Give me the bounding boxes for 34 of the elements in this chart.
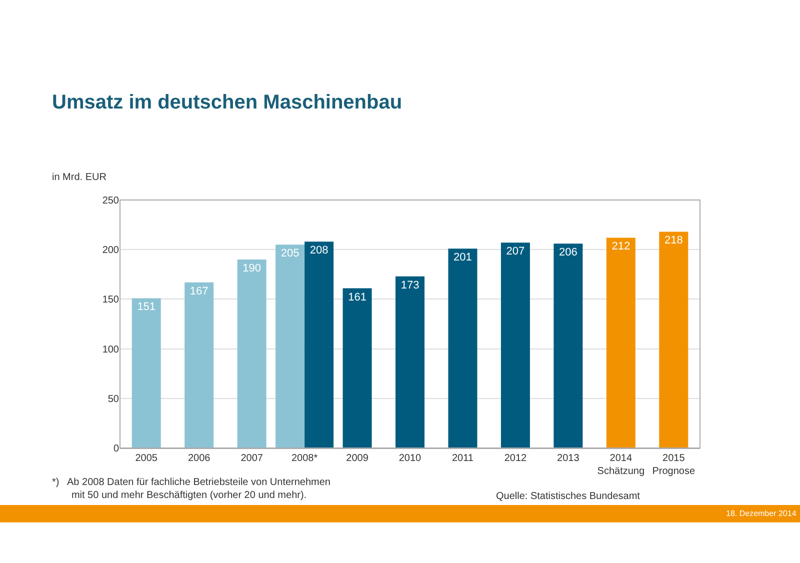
- data-label: 167: [190, 285, 208, 298]
- x-tick-label: 2009: [346, 453, 369, 464]
- text: 18. Dezember 2014: [726, 509, 797, 518]
- x-tick-label: 2011: [452, 453, 474, 464]
- x-tick-label: 2012: [504, 453, 528, 464]
- x-tick-label: 2005: [135, 453, 158, 464]
- x-tick-label: 2007: [240, 453, 264, 464]
- y-tick-label: 250: [102, 196, 120, 206]
- data-label: 161: [348, 291, 366, 304]
- text: *) Ab 2008 Daten für fachliche Betriebsteile von Unternehmen mit 50 und mehr Beschäftigten (vorher 20 und mehr).: [52, 477, 330, 501]
- x-tick-label: 2008*: [291, 453, 318, 464]
- y-tick-label: 100: [102, 344, 120, 356]
- data-label: 190: [242, 262, 261, 275]
- data-label: 207: [506, 246, 525, 258]
- data-label: 205: [280, 248, 300, 260]
- y-axis-title: in Mrd. EUR: [52, 172, 106, 183]
- data-label: 173: [400, 279, 420, 292]
- x-tick-label: 2014 Schätzung: [597, 453, 645, 477]
- data-label: 151: [137, 301, 156, 314]
- data-label: 201: [454, 252, 472, 264]
- y-tick-label: 200: [102, 245, 120, 256]
- data-label: 208: [310, 244, 328, 257]
- x-tick-label: 2010: [398, 453, 422, 464]
- x-tick-label: 2015 Prognose: [652, 453, 696, 477]
- chart-title: Umsatz im deutschen Maschinenbau: [52, 91, 402, 114]
- data-label: 212: [612, 240, 630, 253]
- y-tick-label: 0: [113, 444, 120, 454]
- source-note: Quelle: Statistisches Bundesamt: [496, 491, 640, 502]
- x-tick-label: 2006: [188, 453, 211, 464]
- data-label: 218: [664, 234, 683, 247]
- data-label: 206: [559, 246, 578, 259]
- y-tick-label: 50: [108, 394, 120, 405]
- x-tick-label: 2013: [557, 453, 580, 464]
- y-tick-label: 150: [102, 294, 120, 306]
